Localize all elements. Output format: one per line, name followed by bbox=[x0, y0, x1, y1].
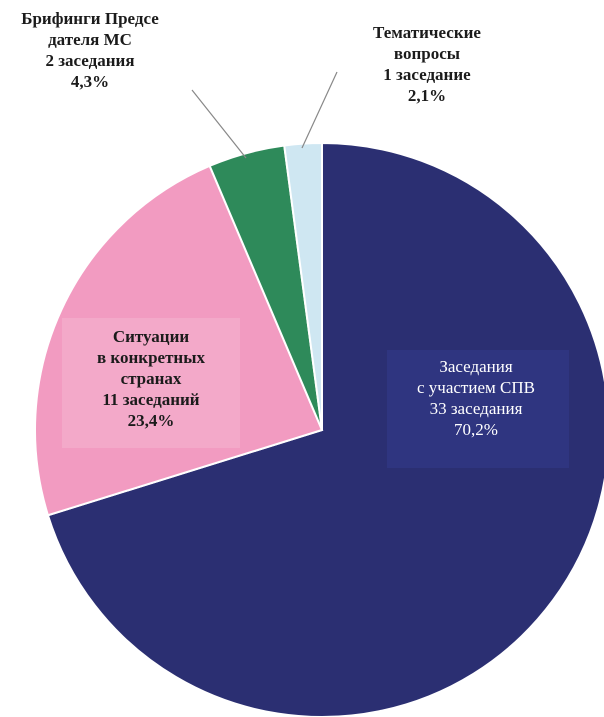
label-box-countries bbox=[62, 318, 240, 448]
slice-label-line: с участием СПВ bbox=[417, 378, 535, 397]
slice-thematic bbox=[283, 141, 323, 431]
slice-label-line: 33 заседания bbox=[430, 399, 523, 418]
slice-label-thematic: Тематические вопросы 1 заседание 2,1% bbox=[373, 23, 481, 105]
slice-main bbox=[46, 141, 604, 717]
slice-label-line: Брифинги Предсе bbox=[21, 9, 159, 28]
slice-label-briefings: Брифинги Предсе дателя МС 2 заседания 4,3% bbox=[21, 9, 159, 91]
slice-label-line: Заседания bbox=[439, 357, 513, 376]
slice-label-countries: Ситуации в конкретных странах 11 заседаний 2… bbox=[97, 327, 206, 430]
slice-label-line: в конкретных bbox=[97, 348, 206, 367]
slice-label-main: Заседания с участием СПВ 33 заседания 70,2% bbox=[417, 357, 535, 439]
slice-label-line: дателя МС bbox=[48, 30, 132, 49]
slice-label-line: 2 заседания bbox=[45, 51, 134, 70]
slice-label-line: 11 заседаний bbox=[102, 390, 199, 409]
slice-label-line: 2,1% bbox=[408, 86, 446, 105]
slice-label-line: 23,4% bbox=[128, 411, 175, 430]
leader-line-briefings bbox=[191, 89, 247, 159]
slice-label-line: 1 заседание bbox=[383, 65, 471, 84]
slice-label-line: 70,2% bbox=[454, 420, 498, 439]
label-box-main bbox=[387, 350, 569, 468]
slice-label-line: вопросы bbox=[394, 44, 460, 63]
leader-line-thematic bbox=[301, 71, 338, 149]
slice-label-line: 4,3% bbox=[71, 72, 109, 91]
slice-label-line: Тематические bbox=[373, 23, 481, 42]
slice-label-line: Ситуации bbox=[113, 327, 190, 346]
slice-label-line: странах bbox=[121, 369, 182, 388]
